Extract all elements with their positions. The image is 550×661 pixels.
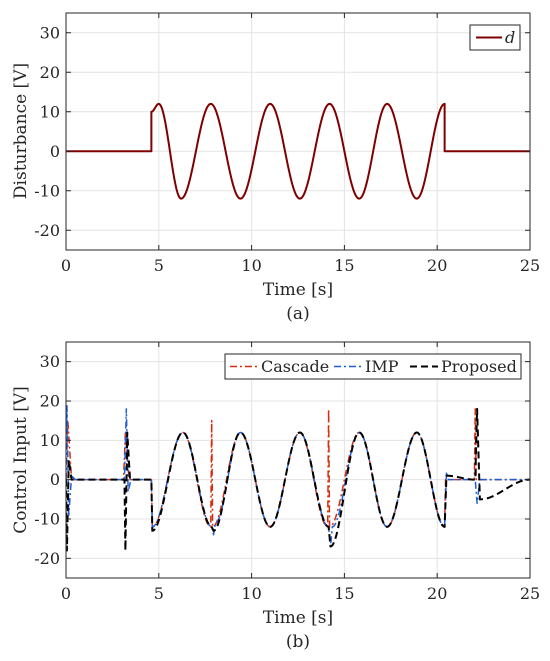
legend-label-d: d xyxy=(505,28,515,47)
panel-a-legend: d xyxy=(469,24,521,51)
series-imp-line xyxy=(66,404,530,548)
x-tick-label: 25 xyxy=(520,584,540,603)
series-cascade-line xyxy=(66,408,530,528)
panel-b-lines xyxy=(66,404,530,552)
y-tick-label: 0 xyxy=(50,142,60,161)
panel-a-ticks: 0 5 10 15 20 25 -20 -10 0 10 20 30 xyxy=(34,13,540,275)
x-tick-label: 15 xyxy=(334,256,354,275)
x-tick-label: 0 xyxy=(61,584,71,603)
panel-b-legend: Cascade IMP Proposed xyxy=(224,353,522,380)
panel-a-lines xyxy=(66,102,530,200)
y-tick-label: 20 xyxy=(40,392,60,411)
series-proposed-line xyxy=(66,407,530,552)
panel-b-frame xyxy=(65,341,531,579)
x-tick-label: 5 xyxy=(154,584,164,603)
x-tick-label: 15 xyxy=(334,584,354,603)
y-tick-label: 30 xyxy=(40,352,60,371)
panel-b: 0 5 10 15 20 25 -20 -10 0 10 20 30 Time [s] Control… xyxy=(11,341,540,652)
y-tick-label: -10 xyxy=(34,181,60,200)
y-tick-label: 10 xyxy=(40,102,60,121)
panel-a-frame xyxy=(65,12,531,251)
panel-a-xlabel: Time [s] xyxy=(263,280,333,300)
series-d-line xyxy=(66,102,530,200)
legend-label-imp: IMP xyxy=(365,357,399,376)
y-tick-label: 0 xyxy=(50,470,60,489)
x-tick-label: 25 xyxy=(520,256,540,275)
panel-b-plot-area xyxy=(66,342,530,578)
y-tick-label: -10 xyxy=(34,510,60,529)
legend-label-proposed: Proposed xyxy=(441,357,517,376)
y-tick-label: 20 xyxy=(40,63,60,82)
x-tick-label: 10 xyxy=(241,584,261,603)
y-tick-label: -20 xyxy=(34,221,60,240)
panel-a-caption: (a) xyxy=(286,304,309,324)
panel-a-ylabel: Disturbance [V] xyxy=(11,63,31,199)
x-tick-label: 10 xyxy=(241,256,261,275)
panel-a-plot-area xyxy=(66,13,530,250)
panel-b-xlabel: Time [s] xyxy=(263,608,333,628)
legend-label-cascade: Cascade xyxy=(261,357,329,376)
panel-b-ticks: 0 5 10 15 20 25 -20 -10 0 10 20 30 xyxy=(34,342,540,603)
panel-b-legend-box xyxy=(224,353,522,380)
x-tick-label: 20 xyxy=(427,256,447,275)
x-tick-label: 5 xyxy=(154,256,164,275)
y-tick-label: 10 xyxy=(40,431,60,450)
x-tick-label: 0 xyxy=(61,256,71,275)
y-tick-label: 30 xyxy=(40,23,60,42)
panel-b-ylabel: Control Input [V] xyxy=(11,386,31,534)
panel-b-caption: (b) xyxy=(286,632,310,652)
x-tick-label: 20 xyxy=(427,584,447,603)
panel-a: 0 5 10 15 20 25 -20 -10 0 10 20 30 Time [s] Disturb… xyxy=(11,12,540,324)
y-tick-label: -20 xyxy=(34,549,60,568)
